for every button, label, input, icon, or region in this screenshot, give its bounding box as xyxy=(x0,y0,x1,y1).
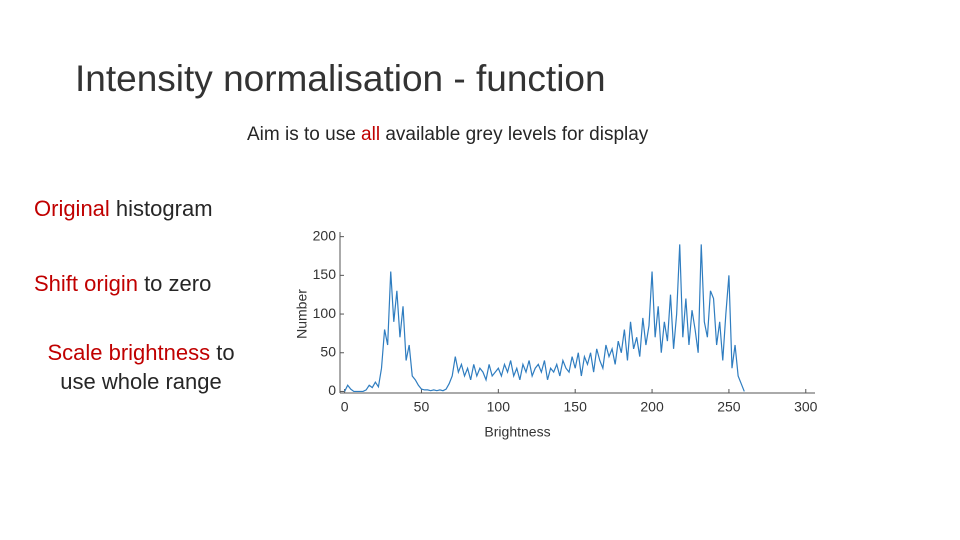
y-tick-label: 200 xyxy=(313,227,337,243)
y-tick-label: 100 xyxy=(313,305,337,321)
x-tick-label: 100 xyxy=(487,399,511,415)
text: Original xyxy=(34,196,110,221)
text: Aim is to use xyxy=(247,124,362,145)
bullet: Original histogram xyxy=(34,196,213,222)
x-tick-label: 150 xyxy=(564,399,588,415)
text: available grey levels for display xyxy=(380,124,649,145)
y-tick-label: 150 xyxy=(313,266,337,282)
title: Intensity normalisation - function xyxy=(75,58,606,99)
y-axis-label: Number xyxy=(294,289,310,339)
x-tick-label: 50 xyxy=(414,399,430,415)
x-tick-label: 300 xyxy=(794,399,818,415)
y-tick-label: 0 xyxy=(328,382,336,398)
text: all xyxy=(361,124,381,145)
x-axis-label: Brightness xyxy=(484,424,550,440)
text: to use whole range xyxy=(60,340,235,394)
bullet: Shift origin to zero xyxy=(34,271,211,297)
text: Scale brightness xyxy=(47,340,211,365)
text: to zero xyxy=(137,271,212,296)
text: Shift origin xyxy=(34,271,138,296)
x-tick-label: 0 xyxy=(341,399,349,415)
x-tick-label: 200 xyxy=(640,399,664,415)
x-tick-label: 250 xyxy=(717,399,741,415)
text: histogram xyxy=(109,196,213,221)
series-line xyxy=(344,244,745,393)
y-tick-label: 50 xyxy=(320,343,336,359)
bullet: Scale brightness to use whole range xyxy=(30,338,252,396)
subtitle: Aim is to use all available grey levels … xyxy=(247,124,648,146)
